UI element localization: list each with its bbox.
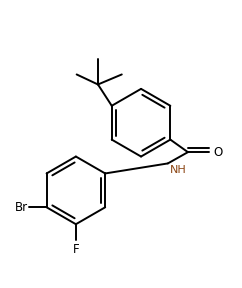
Text: Br: Br <box>15 201 28 214</box>
Text: NH: NH <box>170 165 187 175</box>
Text: F: F <box>73 243 79 256</box>
Text: O: O <box>213 146 222 159</box>
